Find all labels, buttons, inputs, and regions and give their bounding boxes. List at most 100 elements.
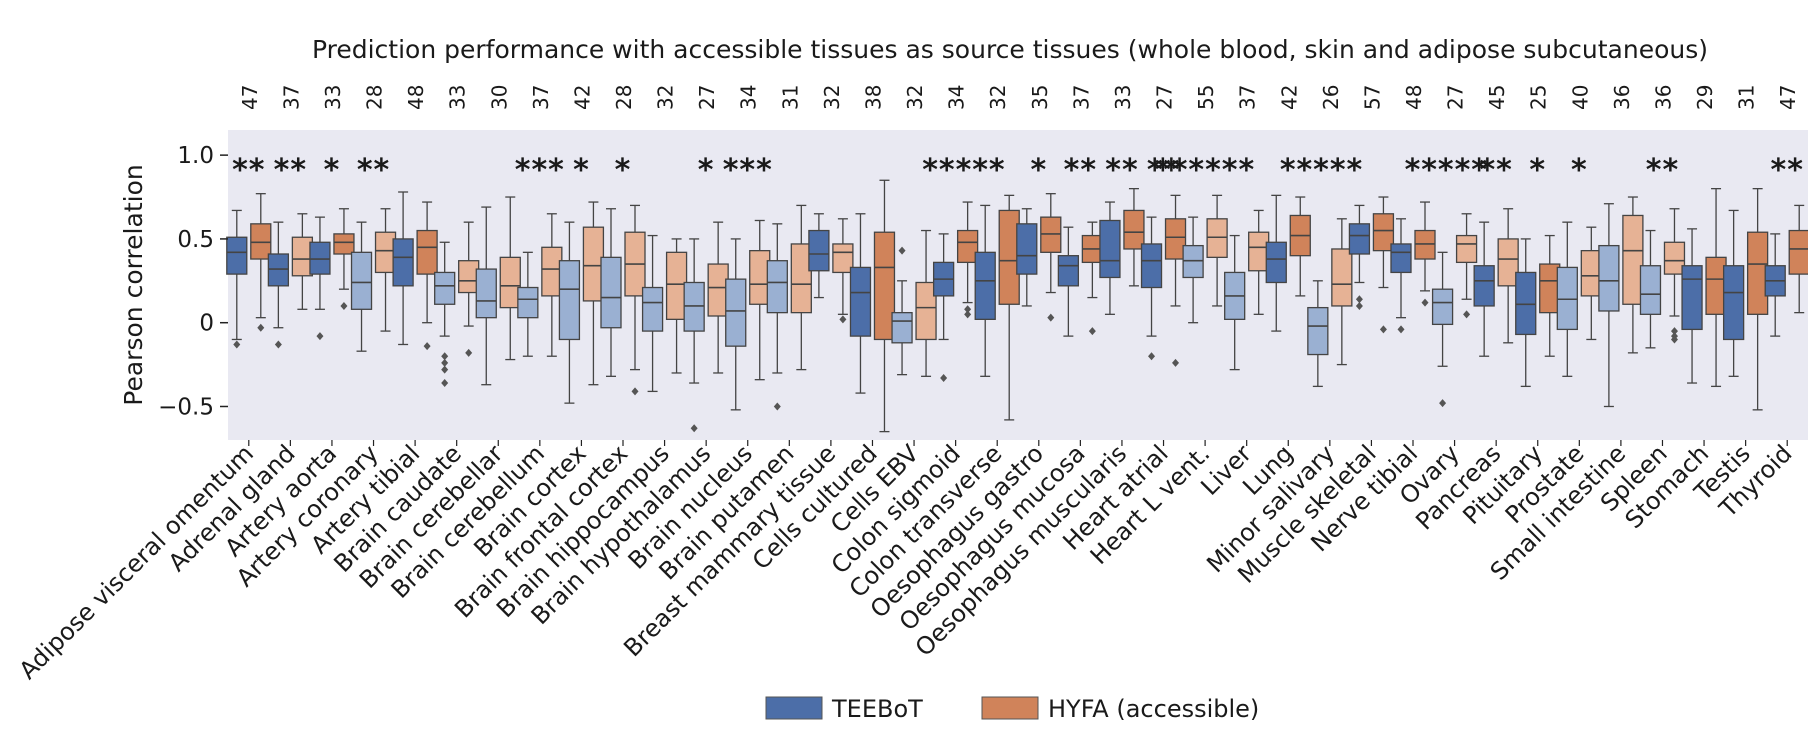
- box-teebot-Muscle skeletal: [1348, 204, 1371, 310]
- box-hyfa-Artery coronary: [374, 208, 397, 332]
- sample-count-label: 57: [1360, 85, 1384, 110]
- outlier-point: [964, 305, 972, 314]
- box-iqr: [333, 233, 355, 255]
- box-teebot-Brain cerebellar: [475, 206, 497, 386]
- outlier-point: [1397, 325, 1405, 334]
- box-teebot-Pituitary: [1515, 238, 1537, 388]
- box-iqr: [808, 229, 830, 272]
- outlier-point: [1670, 327, 1678, 336]
- box-hyfa-Colon sigmoid: [956, 201, 979, 319]
- box-teebot-Oesophagus muscularis: [1099, 201, 1121, 315]
- box-hyfa-Muscle skeletal: [1372, 196, 1395, 334]
- significance-marker: ***: [723, 153, 773, 188]
- box-iqr: [891, 311, 913, 344]
- y-tick-label: 1.0: [177, 143, 214, 169]
- box-teebot-Heart L vent.: [1182, 216, 1204, 324]
- sample-count-label: 38: [861, 85, 885, 110]
- significance-marker: ***: [515, 153, 565, 188]
- box-iqr: [1515, 271, 1537, 336]
- significance-marker: *: [324, 153, 341, 188]
- y-tick-label: −0.5: [158, 394, 214, 420]
- sample-count-label: 28: [363, 85, 387, 110]
- box-teebot-Oesophagus gastro: [1016, 208, 1038, 307]
- outlier-point: [316, 332, 324, 341]
- box-iqr: [392, 238, 414, 287]
- significance-marker: *: [698, 153, 715, 188]
- box-teebot-Artery tibial: [392, 191, 414, 346]
- sample-count-label: 36: [1610, 85, 1634, 110]
- significance-marker: *: [615, 153, 632, 188]
- outlier-point: [1355, 295, 1363, 304]
- box-teebot-Ovary: [1431, 251, 1454, 408]
- box-hyfa-Colon transverse: [998, 194, 1020, 421]
- box-iqr: [1307, 306, 1329, 356]
- box-iqr: [1722, 265, 1745, 341]
- box-iqr: [1622, 214, 1644, 305]
- legend-label-hyfa: HYFA (accessible): [1048, 695, 1259, 723]
- box-teebot-Stomach: [1681, 228, 1703, 384]
- box-iqr: [1455, 234, 1478, 264]
- box-teebot-Brain hippocampus: [641, 234, 664, 393]
- outlier-point: [1463, 310, 1471, 319]
- significance-marker: *: [1405, 153, 1422, 188]
- sample-count-label: 42: [1277, 85, 1301, 110]
- outlier-point: [1355, 301, 1363, 310]
- box-hyfa-Oesophagus mucosa: [1081, 221, 1104, 336]
- box-hyfa-Oesophagus gastro: [1040, 193, 1062, 322]
- box-iqr: [267, 253, 290, 287]
- box-iqr: [1788, 229, 1808, 275]
- outlier-point: [465, 348, 473, 357]
- significance-marker: *: [573, 153, 590, 188]
- significance-marker: **: [1771, 153, 1804, 188]
- outlier-point: [257, 323, 265, 332]
- outlier-point: [1379, 325, 1387, 334]
- sample-count-label: 47: [238, 85, 262, 110]
- box-hyfa-Minor salivary: [1331, 218, 1353, 366]
- box-iqr: [1681, 265, 1703, 331]
- box-iqr: [1331, 248, 1353, 307]
- outlier-point: [898, 246, 906, 255]
- significance-marker: **: [1064, 153, 1097, 188]
- box-iqr: [873, 231, 896, 341]
- sample-count-label: 28: [612, 85, 636, 110]
- significance-marker: **: [1147, 153, 1180, 188]
- box-teebot-Brain hypothalamus: [683, 238, 705, 433]
- box-iqr: [1390, 243, 1412, 274]
- box-hyfa-Pancreas: [1497, 208, 1519, 344]
- significance-marker: ****: [1421, 153, 1488, 188]
- box-hyfa-Adrenal gland: [291, 213, 314, 310]
- box-iqr: [1164, 218, 1187, 260]
- outlier-point: [940, 374, 948, 382]
- sample-count-labels: 47 37 33 28 48 33 30 37 42 28 32 27 34 31 32 38 32 34 32 35…: [238, 85, 1800, 110]
- outlier-point: [274, 340, 282, 349]
- sample-count-label: 34: [737, 85, 761, 110]
- sample-count-label: 25: [1527, 85, 1551, 110]
- box-iqr: [1598, 244, 1620, 312]
- legend-swatch-teebot: [765, 696, 823, 720]
- sample-count-label: 33: [321, 85, 345, 110]
- box-iqr: [600, 256, 622, 329]
- box-iqr: [1556, 266, 1578, 331]
- sample-count-label: 48: [1402, 85, 1426, 110]
- box-hyfa-Artery tibial: [416, 201, 438, 351]
- box-hyfa-Brain cerebellum: [541, 213, 563, 357]
- significance-marker: ****: [1296, 153, 1363, 188]
- box-iqr: [766, 260, 788, 314]
- outlier-point: [773, 402, 781, 411]
- sample-count-label: 29: [1693, 85, 1717, 110]
- box-hyfa-Lung: [1289, 196, 1311, 297]
- box-iqr: [1431, 288, 1454, 326]
- significance-marker: **: [232, 153, 265, 188]
- outlier-point: [441, 365, 449, 374]
- box-teebot-Minor salivary: [1307, 280, 1329, 388]
- box-hyfa-Brain nucleus: [749, 219, 771, 381]
- box-teebot-Artery aorta: [309, 216, 331, 341]
- sample-count-label: 47: [1776, 85, 1800, 110]
- box-hyfa-Ovary: [1455, 213, 1478, 319]
- y-tick-label: 0.5: [177, 227, 214, 253]
- box-iqr: [1206, 218, 1228, 259]
- sample-count-label: 33: [1111, 85, 1135, 110]
- significance-markers: ** ** * ** *** * * * *** **** * * ** ** ******** * **** *…: [232, 153, 1804, 188]
- box-hyfa-Brain cerebellar: [499, 196, 521, 361]
